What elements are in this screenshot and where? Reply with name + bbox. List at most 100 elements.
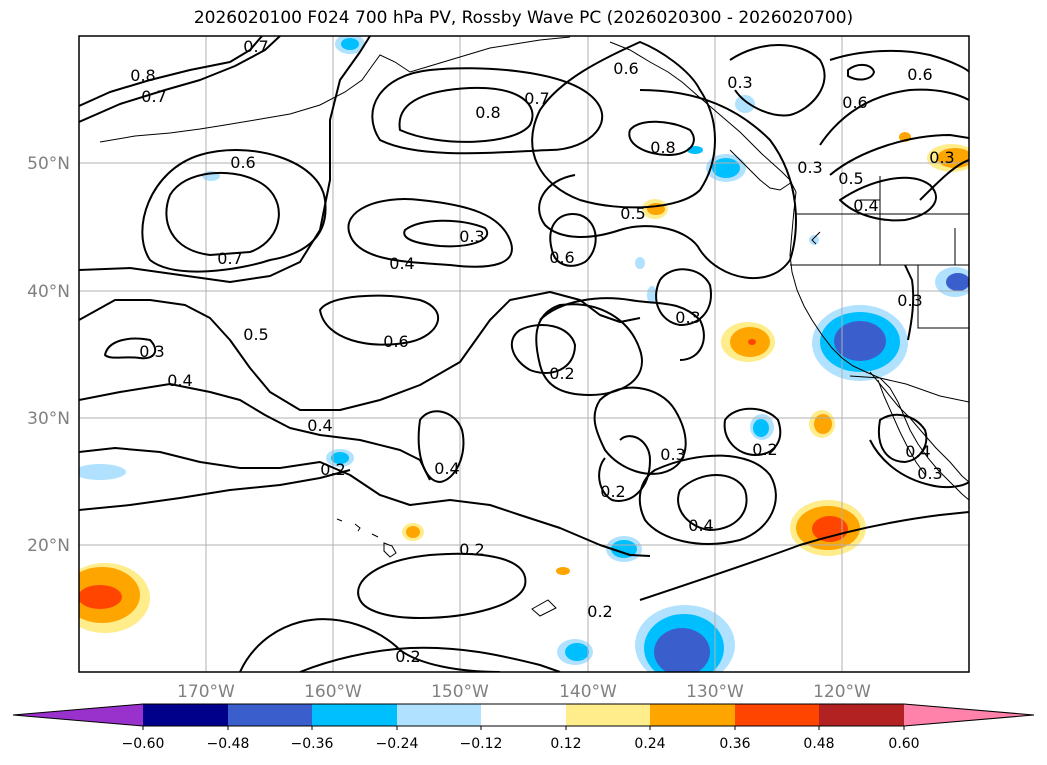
border [917, 265, 969, 329]
colorbar-tick-label: −0.12 [460, 736, 503, 752]
border [849, 375, 969, 403]
contour-label: 0.3 [897, 291, 922, 310]
contour-label: 0.6 [230, 153, 255, 172]
pv-contour [919, 159, 969, 201]
colorbar-segment [397, 704, 481, 726]
colorbar-segment [312, 704, 397, 726]
contour-label: 0.3 [727, 73, 752, 92]
contour-label: 0.6 [842, 93, 867, 112]
contour-label: 0.2 [587, 602, 612, 621]
lon-label-130w: 130°W [686, 682, 744, 702]
pv-contour [829, 49, 969, 73]
pv-contour [638, 454, 777, 545]
contour-labels: 0.7 0.8 0.7 0.8 0.7 0.6 0.3 0.6 0.6 0.8 … [130, 37, 954, 666]
pc-shading [79, 36, 969, 672]
lon-label-120w: 120°W [813, 682, 871, 702]
coastline [869, 371, 969, 483]
pv-contour [371, 67, 604, 155]
colorbar-segment [228, 704, 312, 726]
pv-contour [535, 303, 643, 396]
pv-contours [79, 36, 969, 672]
contour-label: 0.5 [243, 325, 268, 344]
contour-label: 0.4 [389, 254, 414, 273]
contour-label: 0.3 [917, 464, 942, 483]
pv-contour [79, 383, 431, 481]
island [354, 523, 361, 532]
pv-contour [299, 646, 561, 672]
contour-label: 0.2 [459, 540, 484, 559]
contour-label: 0.4 [434, 459, 459, 478]
contour-label: 0.3 [929, 148, 954, 167]
island [336, 518, 343, 522]
coastlines [99, 36, 969, 617]
shade-patch [946, 273, 969, 291]
coastline [609, 41, 797, 193]
shade-patch [341, 38, 359, 50]
contour-label: 0.7 [217, 249, 242, 268]
lat-labels: 50°N 40°N 30°N 20°N [27, 154, 70, 556]
pv-contour [723, 407, 782, 456]
pv-contour [319, 294, 440, 346]
pv-contour [538, 89, 797, 280]
colorbar-tick-label: 0.24 [634, 736, 665, 752]
colorbar-tick-label: −0.24 [376, 736, 419, 752]
contour-label: 0.3 [675, 308, 700, 327]
colorbar-extend-high [904, 704, 1034, 726]
lon-labels: 170°W 160°W 150°W 140°W 130°W 120°W [177, 682, 871, 702]
contour-label: 0.2 [395, 647, 420, 666]
pv-contour [239, 618, 501, 672]
contour-label: 0.7 [141, 87, 166, 106]
coastline [729, 149, 793, 191]
contour-label: 0.6 [549, 248, 574, 267]
pv-contour [79, 36, 263, 107]
pv-contour [104, 337, 157, 360]
pv-contour [593, 386, 687, 475]
contour-label: 0.3 [139, 342, 164, 361]
contour-label: 0.2 [752, 440, 777, 459]
shade-patch [556, 567, 570, 575]
pv-contour [79, 447, 651, 557]
contour-label: 0.6 [383, 332, 408, 351]
contour-label: 0.8 [130, 66, 155, 85]
map-title: 2026020100 F024 700 hPa PV, Rossby Wave … [193, 8, 854, 28]
shade-patch [834, 321, 886, 361]
contour-label: 0.6 [907, 65, 932, 84]
pv-contour [417, 410, 465, 483]
shade-patch [406, 526, 420, 538]
shade-patch [735, 95, 755, 113]
colorbar-tick-label: −0.48 [207, 736, 250, 752]
pv-contour [829, 134, 969, 176]
pv-contour [357, 552, 527, 619]
pv-contour [628, 120, 695, 156]
colorbar-tick-label: −0.60 [122, 736, 165, 752]
lat-label-40n: 40°N [27, 282, 70, 302]
colorbar-segment [566, 704, 650, 726]
pv-contour [847, 64, 875, 81]
colorbar-tick-label: −0.36 [291, 736, 334, 752]
colorbar-segment [650, 704, 735, 726]
island [383, 542, 397, 558]
pv-contour [403, 219, 489, 248]
pv-contour [79, 469, 351, 511]
shade-patch [814, 414, 832, 434]
pv-contour [598, 435, 651, 502]
pv-contour [510, 324, 576, 374]
pv-contour [79, 36, 371, 283]
lon-label-150w: 150°W [431, 682, 489, 702]
contour-label: 0.4 [905, 442, 930, 461]
pv-contour [819, 88, 969, 146]
lat-label-50n: 50°N [27, 154, 70, 174]
contour-label: 0.6 [613, 59, 638, 78]
shade-patch [809, 235, 819, 245]
pv-contour [655, 268, 712, 326]
lon-label-140w: 140°W [559, 682, 617, 702]
shade-patch [748, 339, 756, 345]
colorbar-segment [735, 704, 819, 726]
shade-patch [812, 516, 848, 542]
island [371, 533, 379, 538]
shade-patch [687, 146, 703, 154]
shade-patch [753, 419, 769, 437]
colorbar-tick-label: 0.60 [888, 736, 919, 752]
pv-contour [79, 291, 641, 411]
